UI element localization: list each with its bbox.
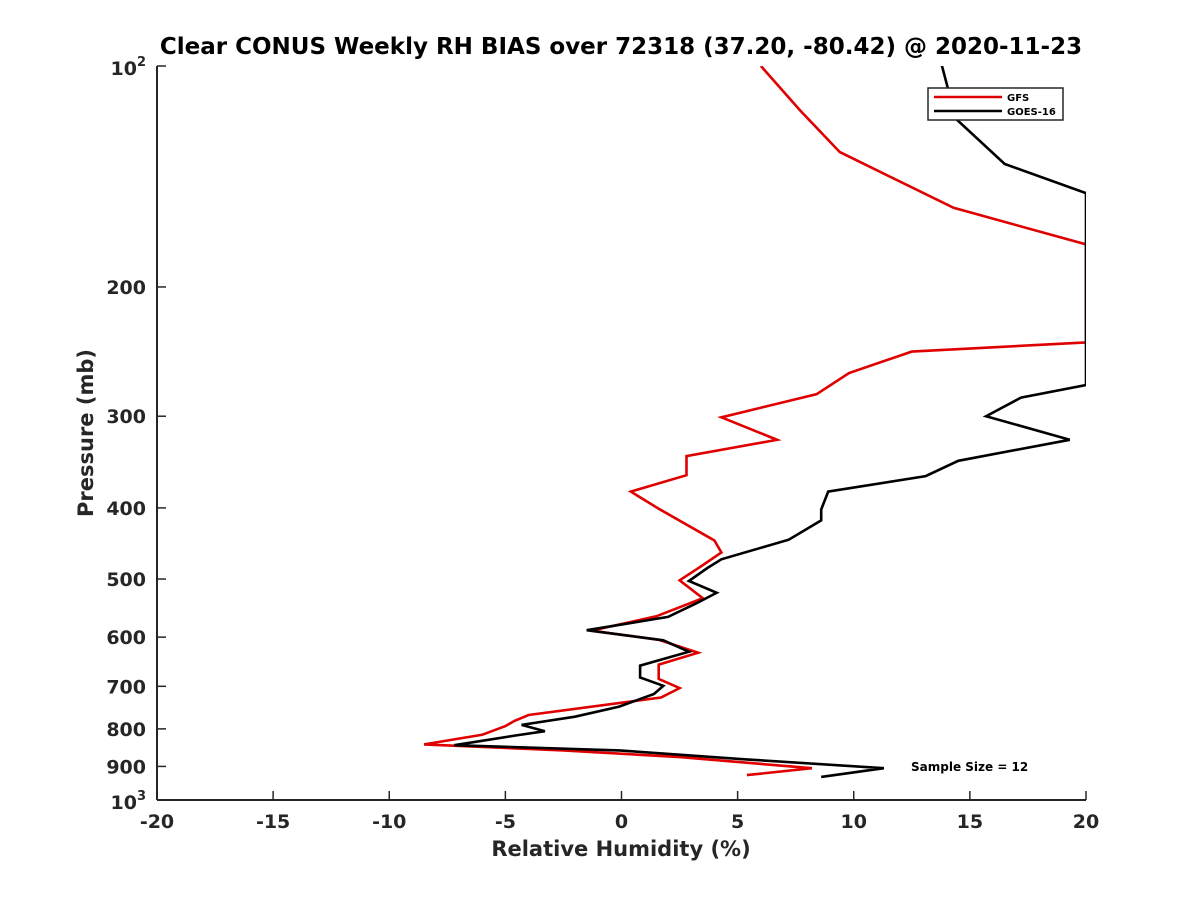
y-tick-label: 400: [106, 498, 146, 520]
x-tick-label: 15: [957, 811, 983, 833]
y-tick-label: 700: [106, 676, 146, 698]
series-line-goes-16: [454, 66, 1086, 779]
x-tick-label: 0: [615, 811, 628, 833]
legend-box: [927, 87, 1064, 121]
axes: [156, 66, 1086, 801]
legend: GFS GOES-16: [927, 87, 1064, 121]
legend-label-gfs: GFS: [1007, 93, 1029, 104]
sample-size-annotation: Sample Size = 12: [911, 760, 1028, 774]
y-tick-label: 200: [106, 277, 146, 299]
x-tick-label: 10: [841, 811, 867, 833]
series-layer: [423, 66, 1086, 779]
x-axis-label: Relative Humidity (%): [491, 837, 750, 861]
y-tick-label: 600: [106, 627, 146, 649]
x-tick-label: -10: [372, 811, 406, 833]
x-tick-label: -15: [256, 811, 290, 833]
y-ticks: 200 300 400 500 600 700 800 900: [106, 65, 166, 801]
chart-title: Clear CONUS Weekly RH BIAS over 72318 (3…: [160, 34, 1082, 60]
y-tick-label: 500: [106, 569, 146, 591]
x-tick-label: 5: [731, 811, 744, 833]
x-ticks: -20 -15 -10 -5 0 5 10 15 20: [140, 791, 1099, 833]
y-tick-label-bottom: 103: [111, 789, 147, 814]
x-tick-label: -20: [140, 811, 174, 833]
y-tick-label: 300: [106, 406, 146, 428]
y-tick-label-top: 102: [111, 55, 147, 80]
y-axis-label: Pressure (mb): [74, 349, 98, 517]
y-tick-label: 900: [106, 756, 146, 778]
y-tick-label: 800: [106, 719, 146, 741]
x-tick-label: 20: [1073, 811, 1099, 833]
legend-label-goes-16: GOES-16: [1007, 107, 1056, 118]
series-line-gfs: [423, 66, 1086, 777]
x-tick-label: -5: [495, 811, 516, 833]
